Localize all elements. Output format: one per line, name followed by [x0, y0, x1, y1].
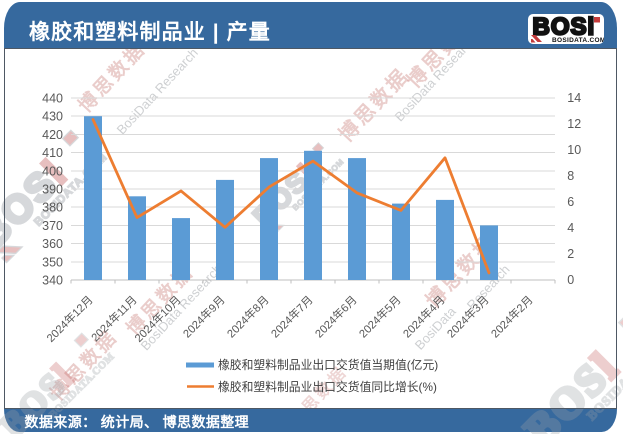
svg-text:370: 370 — [42, 219, 63, 233]
svg-text:10: 10 — [567, 143, 581, 157]
svg-text:8: 8 — [567, 169, 574, 183]
svg-text:420: 420 — [42, 128, 63, 142]
svg-text:380: 380 — [42, 201, 63, 215]
svg-text:440: 440 — [42, 92, 63, 106]
svg-text:0: 0 — [567, 273, 574, 287]
svg-text:360: 360 — [42, 237, 63, 251]
svg-text:400: 400 — [42, 164, 63, 178]
svg-text:4: 4 — [567, 221, 574, 235]
svg-text:6: 6 — [567, 195, 574, 209]
svg-text:430: 430 — [42, 110, 63, 124]
svg-text:橡胶和塑料制品业出口交货值当期值(亿元): 橡胶和塑料制品业出口交货值当期值(亿元) — [218, 358, 438, 372]
svg-text:390: 390 — [42, 183, 63, 197]
svg-text:12: 12 — [567, 117, 581, 131]
svg-text:橡胶和塑料制品业出口交货值同比增长(%): 橡胶和塑料制品业出口交货值同比增长(%) — [218, 380, 437, 394]
svg-text:BOSl: BOSl — [533, 14, 596, 41]
svg-text:350: 350 — [42, 255, 63, 269]
svg-text:340: 340 — [42, 274, 63, 288]
svg-text:410: 410 — [42, 146, 63, 160]
svg-text:2: 2 — [567, 247, 574, 261]
svg-text:BOSIDATA.COM: BOSIDATA.COM — [552, 37, 604, 44]
svg-text:14: 14 — [567, 91, 581, 105]
